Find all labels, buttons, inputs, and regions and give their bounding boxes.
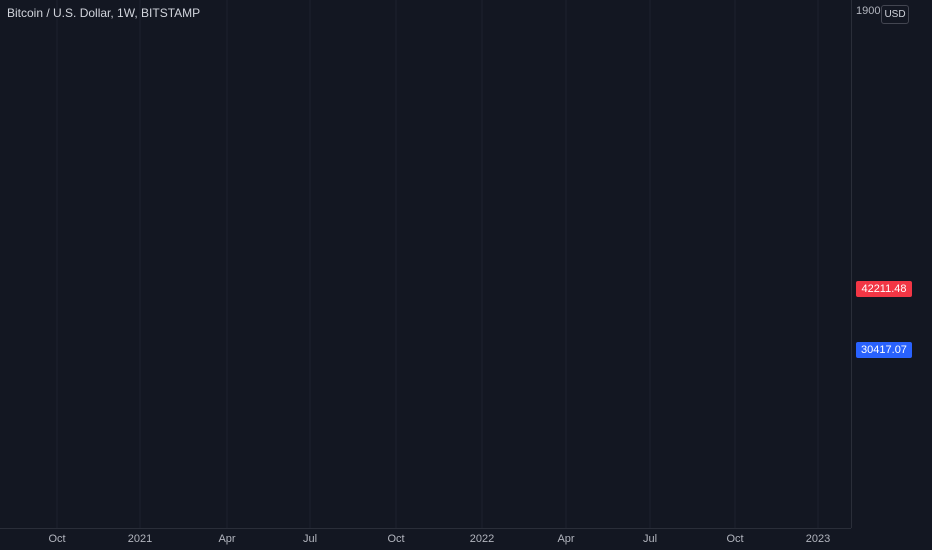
time-tick-label: Jul	[643, 533, 657, 545]
grid	[56, 0, 819, 528]
time-tick-label: 2023	[806, 533, 830, 545]
time-tick-label: Oct	[48, 533, 65, 545]
last-price-tag: 42211.48	[856, 281, 912, 297]
chart-title: Bitcoin / U.S. Dollar, 1W, BITSTAMP	[7, 6, 201, 20]
time-tick-label: 2021	[128, 533, 152, 545]
time-tick-label: Apr	[557, 533, 574, 545]
currency-button[interactable]: USD	[881, 5, 909, 24]
time-tick-label: Jul	[303, 533, 317, 545]
support-level-tag: 30417.07	[856, 342, 912, 358]
time-tick-label: Oct	[726, 533, 743, 545]
time-tick-label: 2022	[470, 533, 494, 545]
time-axis[interactable]: Oct 2021 Apr Jul Oct 2022 Apr Jul Oct 2023	[48, 533, 830, 545]
time-tick-label: Oct	[387, 533, 404, 545]
time-tick-label: Apr	[218, 533, 235, 545]
